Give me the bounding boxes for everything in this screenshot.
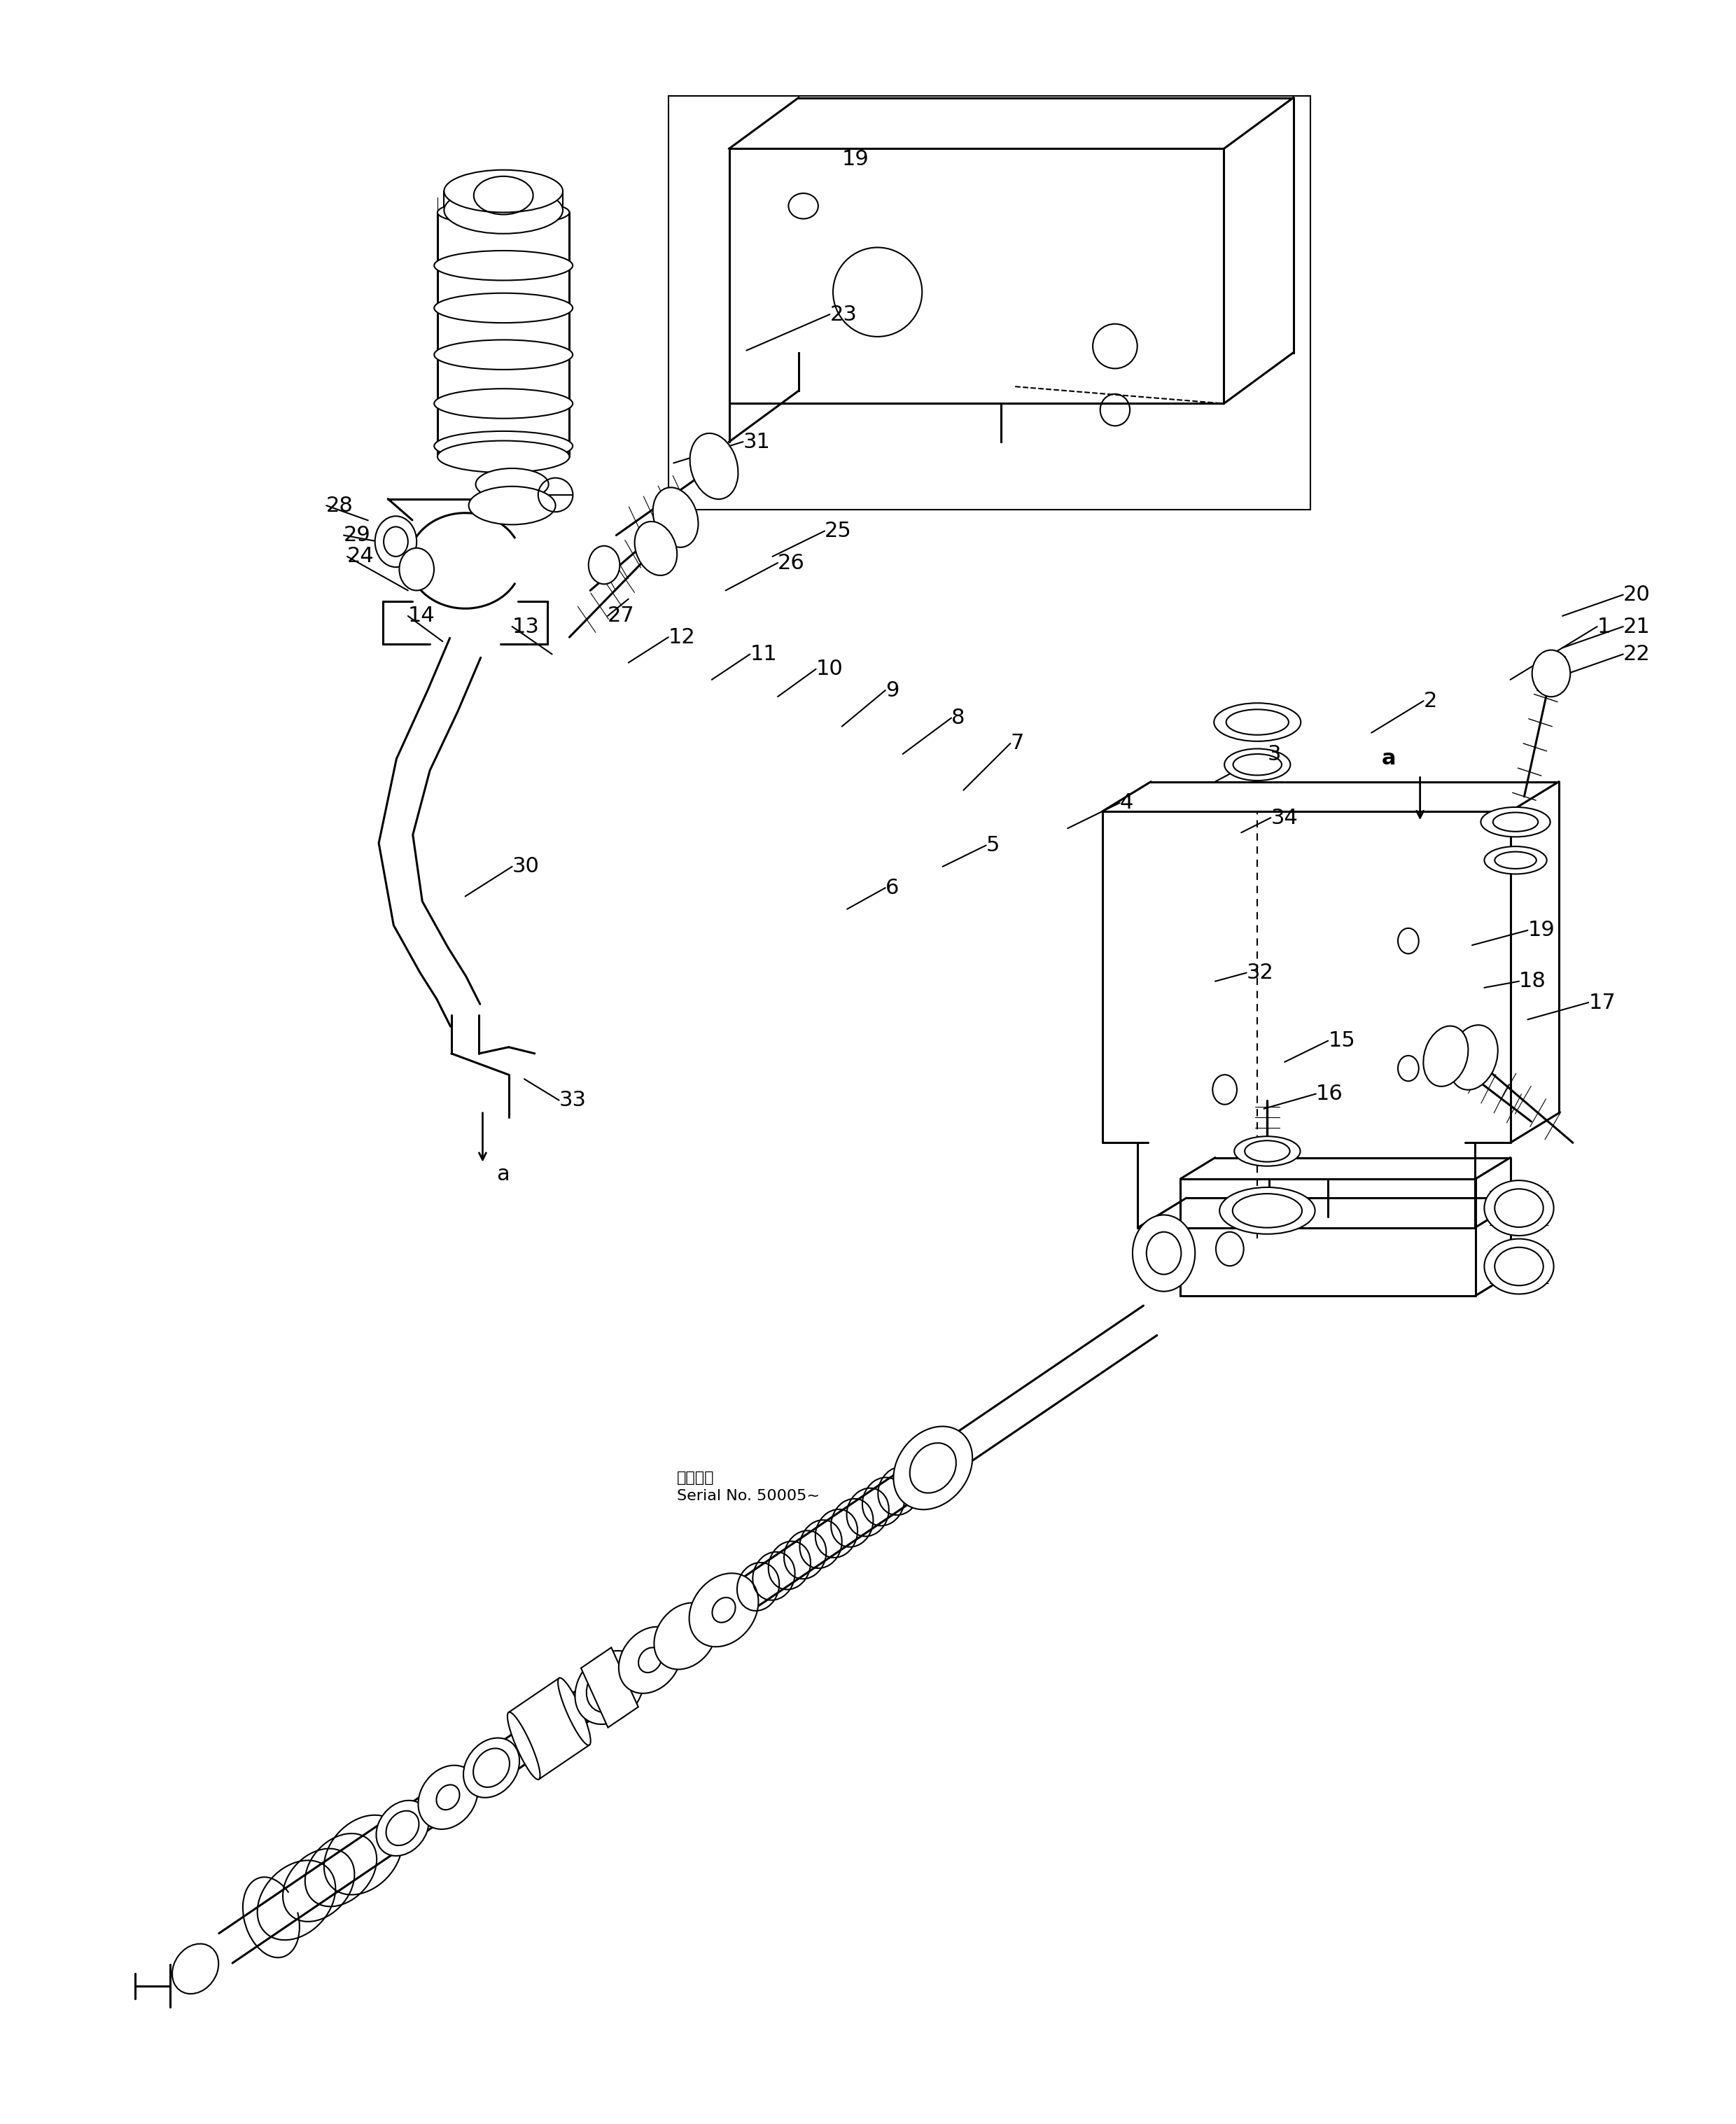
Text: 27: 27 bbox=[608, 605, 635, 627]
Text: 11: 11 bbox=[750, 644, 778, 665]
Ellipse shape bbox=[653, 489, 698, 548]
Text: 29: 29 bbox=[344, 525, 372, 546]
Text: a: a bbox=[1382, 748, 1396, 769]
Ellipse shape bbox=[434, 340, 573, 370]
Text: 13: 13 bbox=[512, 616, 540, 637]
Ellipse shape bbox=[1484, 1238, 1554, 1294]
Text: 31: 31 bbox=[743, 431, 771, 452]
Text: 33: 33 bbox=[559, 1090, 587, 1111]
Ellipse shape bbox=[1219, 1187, 1316, 1234]
Ellipse shape bbox=[476, 469, 549, 501]
Circle shape bbox=[375, 516, 417, 567]
Text: 17: 17 bbox=[1588, 992, 1616, 1013]
Ellipse shape bbox=[172, 1943, 219, 1994]
Text: 34: 34 bbox=[1271, 807, 1299, 828]
Text: 19: 19 bbox=[842, 149, 870, 170]
Text: 14: 14 bbox=[408, 605, 436, 627]
Text: 15: 15 bbox=[1328, 1030, 1356, 1051]
Ellipse shape bbox=[464, 1737, 519, 1797]
Text: 30: 30 bbox=[512, 856, 540, 877]
Ellipse shape bbox=[469, 486, 556, 525]
Text: 23: 23 bbox=[830, 304, 858, 325]
Ellipse shape bbox=[1484, 1181, 1554, 1236]
Text: a: a bbox=[496, 1164, 510, 1185]
Ellipse shape bbox=[589, 546, 620, 584]
Ellipse shape bbox=[434, 389, 573, 418]
Text: 3: 3 bbox=[1267, 743, 1281, 765]
Ellipse shape bbox=[618, 1627, 681, 1693]
Ellipse shape bbox=[1224, 748, 1290, 782]
Text: 25: 25 bbox=[825, 520, 852, 542]
Ellipse shape bbox=[689, 433, 738, 499]
Ellipse shape bbox=[1481, 807, 1550, 837]
Ellipse shape bbox=[1533, 650, 1571, 697]
Text: 7: 7 bbox=[1010, 733, 1024, 754]
Ellipse shape bbox=[434, 251, 573, 280]
Ellipse shape bbox=[507, 1712, 540, 1780]
Text: 12: 12 bbox=[668, 627, 696, 648]
Text: 16: 16 bbox=[1316, 1083, 1344, 1104]
Ellipse shape bbox=[434, 293, 573, 323]
Ellipse shape bbox=[1424, 1026, 1469, 1085]
Ellipse shape bbox=[437, 200, 569, 225]
Polygon shape bbox=[509, 1678, 590, 1780]
Text: 20: 20 bbox=[1623, 584, 1651, 605]
Ellipse shape bbox=[1484, 847, 1547, 875]
Ellipse shape bbox=[444, 170, 562, 212]
Text: 28: 28 bbox=[326, 495, 354, 516]
Text: 8: 8 bbox=[951, 707, 965, 729]
Ellipse shape bbox=[575, 1650, 644, 1725]
Ellipse shape bbox=[418, 1765, 477, 1829]
Text: 1: 1 bbox=[1597, 616, 1611, 637]
Circle shape bbox=[1132, 1215, 1194, 1291]
Text: 2: 2 bbox=[1424, 690, 1437, 712]
Ellipse shape bbox=[1450, 1026, 1498, 1090]
Ellipse shape bbox=[894, 1427, 972, 1510]
Ellipse shape bbox=[689, 1574, 759, 1646]
Text: 適用号機
Serial No. 50005~: 適用号機 Serial No. 50005~ bbox=[677, 1470, 819, 1504]
Ellipse shape bbox=[654, 1604, 717, 1669]
Text: 26: 26 bbox=[778, 552, 806, 573]
Text: 9: 9 bbox=[885, 680, 899, 701]
Text: 24: 24 bbox=[347, 546, 375, 567]
Bar bbox=[668, 96, 1311, 510]
Text: 6: 6 bbox=[885, 877, 899, 898]
Ellipse shape bbox=[444, 187, 562, 234]
Text: 22: 22 bbox=[1623, 644, 1651, 665]
Ellipse shape bbox=[1234, 1136, 1300, 1166]
Ellipse shape bbox=[377, 1801, 429, 1856]
Circle shape bbox=[1215, 1232, 1243, 1266]
Text: 19: 19 bbox=[1528, 920, 1555, 941]
Text: 32: 32 bbox=[1246, 962, 1274, 983]
Text: 5: 5 bbox=[986, 835, 1000, 856]
Ellipse shape bbox=[437, 442, 569, 474]
Text: 10: 10 bbox=[816, 658, 844, 680]
Text: 18: 18 bbox=[1519, 971, 1547, 992]
Polygon shape bbox=[582, 1648, 639, 1727]
Text: 4: 4 bbox=[1120, 792, 1134, 813]
Ellipse shape bbox=[557, 1678, 590, 1746]
Text: 21: 21 bbox=[1623, 616, 1651, 637]
Ellipse shape bbox=[434, 431, 573, 461]
Circle shape bbox=[399, 548, 434, 590]
Ellipse shape bbox=[1213, 703, 1300, 741]
Ellipse shape bbox=[635, 523, 677, 576]
